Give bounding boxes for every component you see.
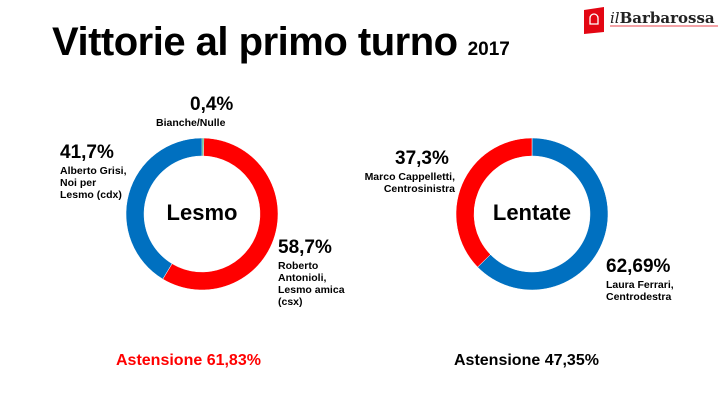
svg-text:ilBarbarossa: ilBarbarossa (610, 9, 715, 27)
donut-slice (125, 137, 203, 280)
label-grisi: Alberto Grisi, Noi per Lesmo (cdx) (60, 165, 127, 201)
abstention-lesmo: Astensione 61,83% (116, 352, 261, 369)
pct-ferrari: 62,69% (606, 256, 671, 277)
label-cappelletti: Marco Cappelletti, Centrosinistra (364, 171, 455, 195)
label-bianche: Bianche/Nulle (156, 117, 226, 129)
abstention-lentate: Astensione 47,35% (454, 352, 599, 369)
donut-lentate (455, 137, 609, 291)
year-label: 2017 (467, 39, 510, 60)
barbarossa-logo: ilBarbarossa (582, 4, 720, 36)
title-row: Vittorie al primo turno 2017 (52, 20, 510, 65)
donut-lesmo (125, 137, 279, 291)
pct-bianche: 0,4% (190, 94, 234, 115)
center-label-lesmo: Lesmo (166, 200, 238, 225)
pct-cappelletti: 37,3% (395, 148, 449, 169)
donut-slice (455, 137, 533, 268)
pct-grisi: 41,7% (60, 142, 114, 163)
donut-slice (477, 137, 609, 291)
center-label-lentate: Lentate (492, 200, 572, 225)
label-ferrari: Laura Ferrari, Centrodestra (606, 279, 674, 303)
donut-slice (162, 137, 279, 291)
page-title: Vittorie al primo turno (52, 20, 458, 64)
label-antonioli: Roberto Antonioli, Lesmo amica (csx) (278, 260, 345, 308)
pct-antonioli: 58,7% (278, 237, 332, 258)
